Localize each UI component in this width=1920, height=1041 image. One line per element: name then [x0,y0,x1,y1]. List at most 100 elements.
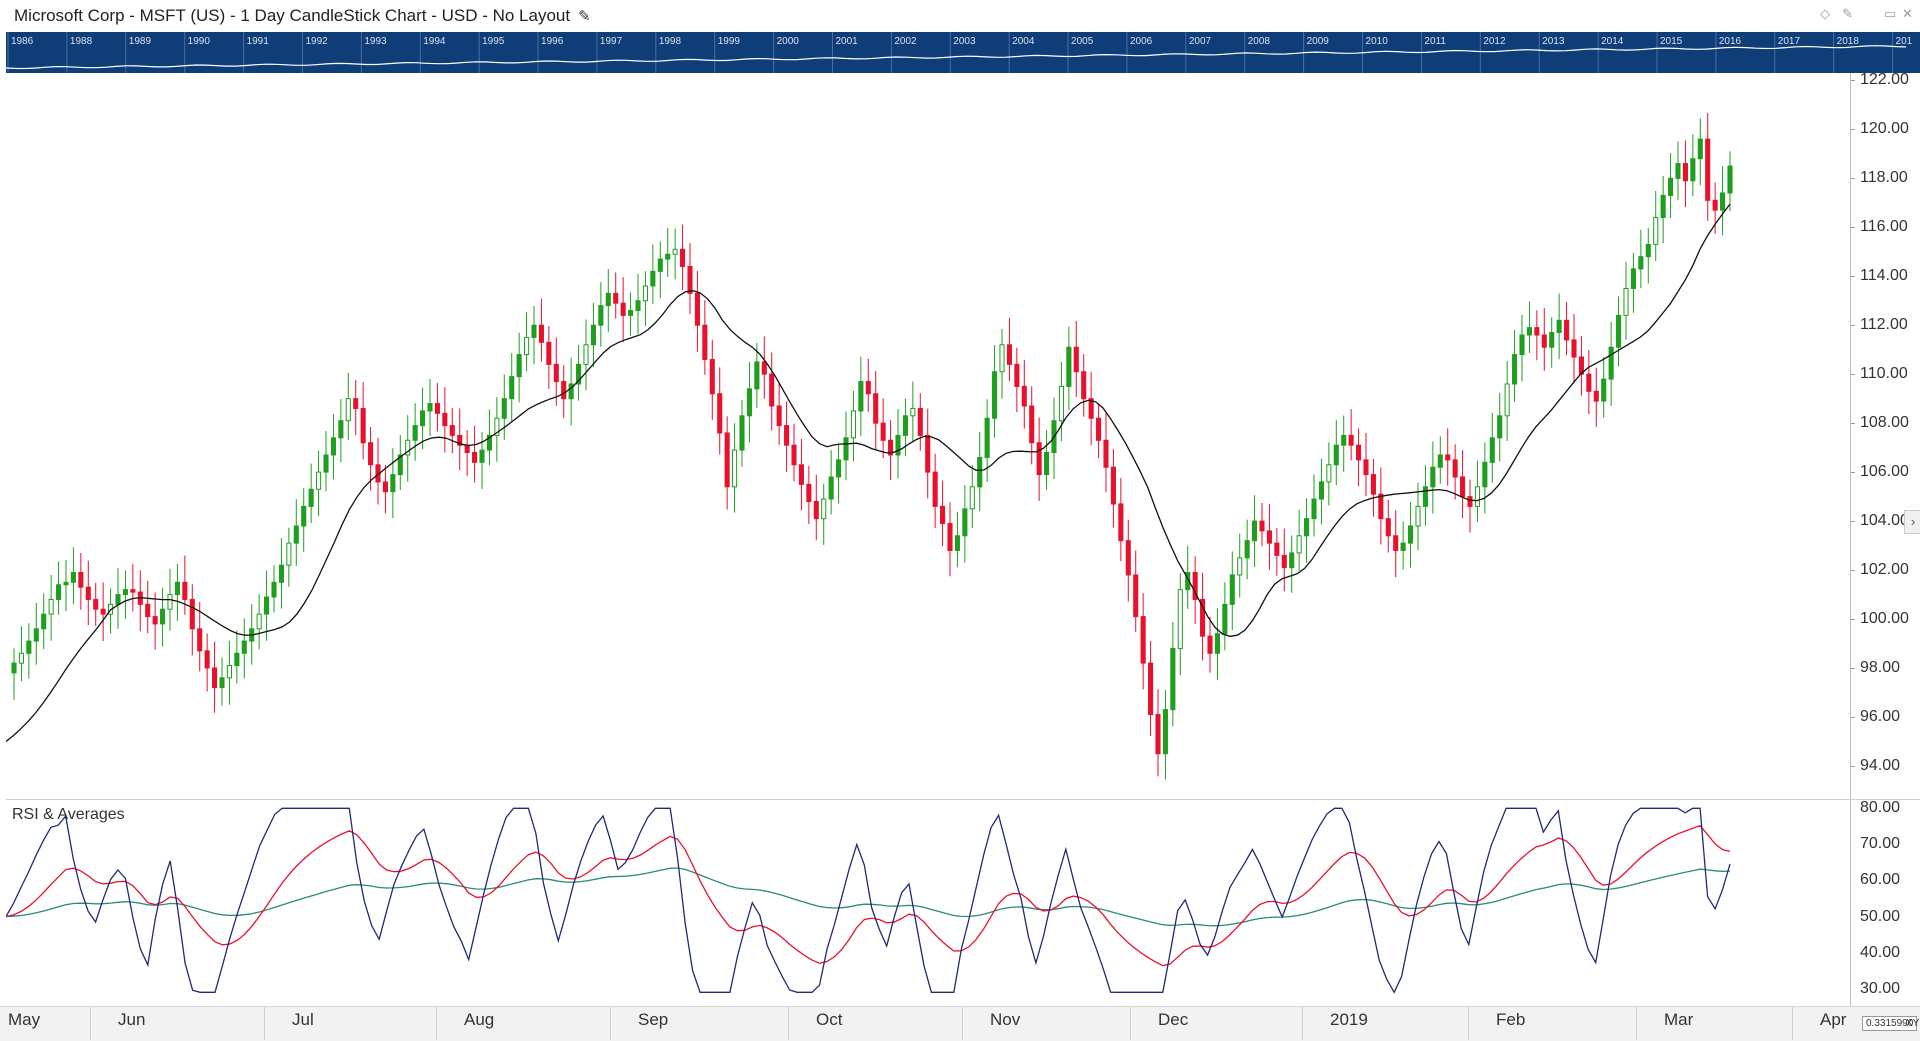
candle[interactable] [1133,574,1139,618]
candle[interactable] [1593,390,1599,402]
candle[interactable] [70,572,76,583]
candle[interactable] [457,434,463,446]
candle[interactable] [806,483,812,502]
candle[interactable] [1437,454,1443,468]
candle[interactable] [590,324,596,346]
candle[interactable] [1110,466,1116,505]
candle[interactable] [672,248,678,255]
candle[interactable] [925,434,931,473]
candle[interactable] [1177,589,1183,649]
candle[interactable] [412,425,418,441]
candle[interactable] [709,358,715,395]
candle[interactable] [308,488,314,507]
candle[interactable] [494,417,500,436]
candle[interactable] [420,410,426,427]
candle[interactable] [843,437,849,461]
candle[interactable] [850,410,856,439]
candle[interactable] [1222,603,1228,635]
candle[interactable] [1519,334,1525,356]
candle[interactable] [642,285,648,302]
candle[interactable] [167,594,173,610]
candle[interactable] [323,454,329,473]
candle[interactable] [1073,346,1079,373]
candle[interactable] [538,324,544,343]
candle[interactable] [1244,540,1250,559]
candle[interactable] [241,640,247,654]
candle[interactable] [999,344,1005,373]
candle[interactable] [145,603,151,618]
candle[interactable] [330,437,336,456]
candle[interactable] [776,405,782,427]
candle[interactable] [33,628,39,642]
candle[interactable] [115,594,121,605]
candle[interactable] [316,471,322,490]
close-icon[interactable]: ✕ [1902,6,1913,21]
candle[interactable] [1668,177,1674,196]
candle[interactable] [791,444,797,466]
candle[interactable] [1192,572,1198,600]
candle[interactable] [189,598,195,630]
candle[interactable] [1326,464,1332,483]
candle[interactable] [769,373,775,407]
candle[interactable] [93,598,99,610]
candle[interactable] [442,412,448,427]
candle[interactable] [1162,709,1168,755]
candle[interactable] [784,425,790,446]
candle[interactable] [271,581,277,598]
candle[interactable] [546,341,552,365]
candle[interactable] [449,425,455,436]
candle[interactable] [962,508,968,537]
candle[interactable] [1601,378,1607,402]
candle[interactable] [880,422,886,441]
candle[interactable] [821,498,827,520]
candle[interactable] [464,444,470,454]
candle[interactable] [1274,542,1280,556]
candle[interactable] [724,432,730,488]
candle[interactable] [1445,454,1451,461]
candle[interactable] [382,481,388,493]
candle[interactable] [1229,574,1235,605]
candle[interactable] [1207,635,1213,654]
candle[interactable] [1460,476,1466,498]
candle[interactable] [954,535,960,551]
candle[interactable] [509,376,515,400]
candle[interactable] [1385,518,1391,537]
candle[interactable] [1281,554,1287,569]
candle[interactable] [1653,216,1659,245]
candle[interactable] [1630,268,1636,289]
candle[interactable] [405,439,411,456]
candle[interactable] [1259,520,1265,532]
candle[interactable] [1252,520,1258,542]
candle[interactable] [1356,444,1362,461]
candle[interactable] [628,310,634,316]
rsi-axis[interactable]: 80.00 70.00 60.00 50.00 40.00 30.00 [1850,799,1920,1006]
candle[interactable] [1170,647,1176,711]
candle[interactable] [583,344,589,365]
candle[interactable] [301,505,307,527]
candle[interactable] [1304,518,1310,537]
candle[interactable] [360,407,366,444]
candle[interactable] [1140,616,1146,664]
candle[interactable] [1118,503,1124,542]
candle[interactable] [1474,486,1480,507]
candle[interactable] [717,393,723,434]
candle[interactable] [977,456,983,488]
candle[interactable] [1370,474,1376,495]
candle[interactable] [174,581,180,596]
candle[interactable] [902,415,908,436]
candle[interactable] [657,258,663,272]
candle[interactable] [390,474,396,493]
candle[interactable] [932,471,938,507]
candle[interactable] [1556,319,1562,334]
candle[interactable] [1720,192,1726,211]
candle[interactable] [761,361,767,375]
candle[interactable] [739,415,745,451]
time-axis[interactable] [0,1006,1920,1041]
candle[interactable] [1341,434,1347,446]
candle[interactable] [182,581,188,600]
candle[interactable] [212,667,218,689]
candle[interactable] [1148,662,1154,716]
candle[interactable] [1006,344,1012,365]
candle[interactable] [680,248,686,267]
candle[interactable] [992,371,998,419]
